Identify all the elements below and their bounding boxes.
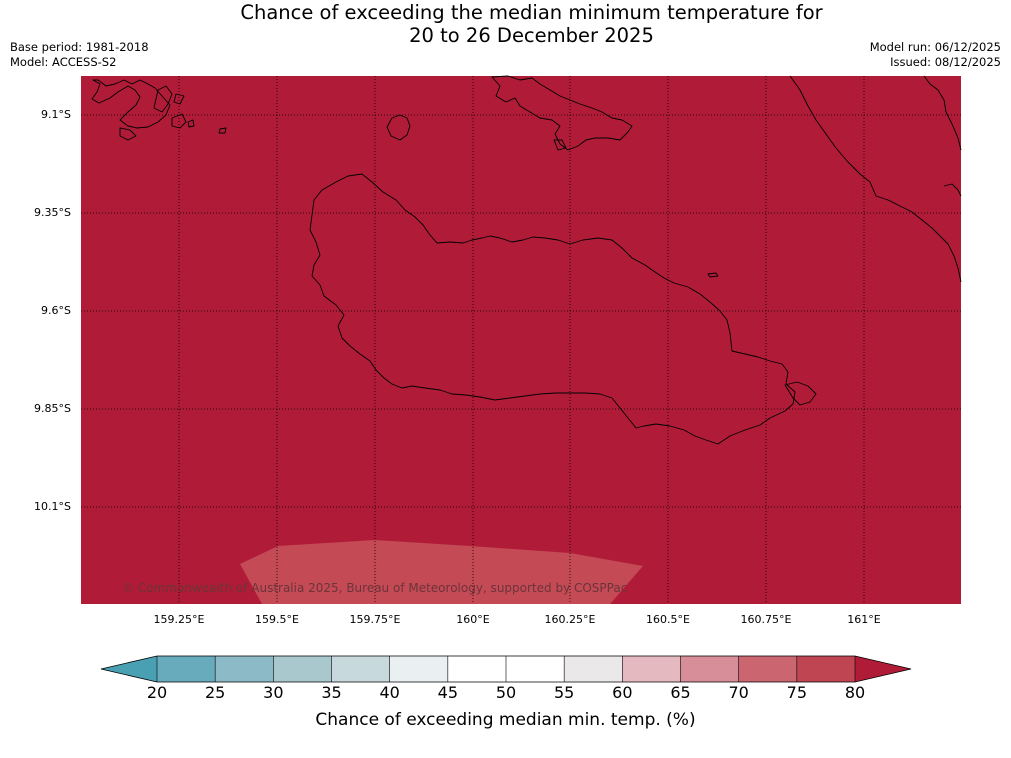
colorbar-segment [738,656,797,682]
lat-label: 9.1°S [41,108,71,121]
colorbar-segment [622,656,681,682]
colorbar-tick-label: 80 [844,683,866,702]
colorbar-segment [157,656,216,682]
colorbar-tick-label: 30 [263,683,284,702]
title-line-1: Chance of exceeding the median minimum t… [240,1,823,24]
colorbar-segment [331,656,390,682]
lon-label: 161°E [847,613,881,626]
colorbar-tick-label: 50 [495,683,517,702]
lat-label: 9.85°S [34,402,71,415]
lon-label: 160.5°E [646,613,690,626]
colorbar-extension-high [855,656,911,682]
coastline-islet [784,381,817,406]
lat-label: 9.6°S [41,304,71,317]
colorbar-label: Chance of exceeding median min. temp. (%… [315,710,696,730]
colorbar-tick-label: 35 [321,683,342,702]
meta-left: Base period: 1981-2018 Model: ACCESS-S2 [10,40,149,70]
colorbar-tick-label: 60 [612,683,633,702]
lon-label: 159.5°E [255,613,299,626]
colorbar-segment [273,656,332,682]
model-text: Model: ACCESS-S2 [10,55,117,69]
colorbar-tick-label: 55 [553,683,575,702]
map-background [81,76,961,604]
coastline-small-island [386,114,411,141]
meta-right: Model run: 06/12/2025 Issued: 08/12/2025 [870,40,1001,70]
title-line-2: 20 to 26 December 2025 [409,24,654,47]
colorbar-extension-low [101,656,157,682]
colorbar-outline [100,655,912,683]
colorbar-segment [506,656,565,682]
coastline-islet [707,272,719,278]
lon-label: 160°E [456,613,490,626]
coastline-nw-islands [153,85,173,113]
coastline-malaita [789,75,962,283]
lat-label: 9.35°S [34,206,71,219]
colorbar-segment [447,656,506,682]
coastline-florida-islands [553,139,567,151]
base-period-text: Base period: 1981-2018 [10,40,149,54]
colorbar-tick-label: 40 [379,683,400,702]
colorbar-tick-label: 20 [146,683,168,702]
coastline-nw-islands [173,93,185,105]
colorbar-segment [796,656,855,682]
lon-label: 159.25°E [153,613,205,626]
issued-text: Issued: 08/12/2025 [890,55,1001,69]
colorbar-segment [389,656,448,682]
colorbar-segment [680,656,739,682]
colorbar-tick-label: 25 [204,683,226,702]
coastline-malaita [923,75,962,151]
lower-probability-band [240,540,643,604]
colorbar-tick-label: 65 [670,683,691,702]
colorbar-segment [215,656,274,682]
lat-label: 10.1°S [34,500,71,513]
colorbar-tick-label: 75 [786,683,807,702]
lon-label: 160.25°E [544,613,596,626]
model-run-text: Model run: 06/12/2025 [869,40,1001,54]
coastline-nw-islands [187,119,195,128]
map-gridlines [81,76,961,604]
lon-label: 160.75°E [740,613,792,626]
colorbar [100,655,912,683]
coastlines [91,75,962,445]
copyright-text: © Commonwealth of Australia 2025, Bureau… [122,581,627,595]
coastline-main-island [309,173,796,445]
colorbar-tick-label: 70 [728,683,749,702]
coastline-nw-islands [91,79,171,129]
colorbar-tick-label: 45 [437,683,458,702]
coastline-florida-islands [491,75,633,151]
coastline-malaita [943,183,962,197]
coastline-nw-islands [171,113,187,129]
colorbar-segment [564,656,623,682]
chart-title: Chance of exceeding the median minimum t… [0,1,1011,47]
coastline-nw-islands [218,127,227,134]
lon-label: 159.75°E [349,613,401,626]
coastline-nw-islands [119,127,137,141]
